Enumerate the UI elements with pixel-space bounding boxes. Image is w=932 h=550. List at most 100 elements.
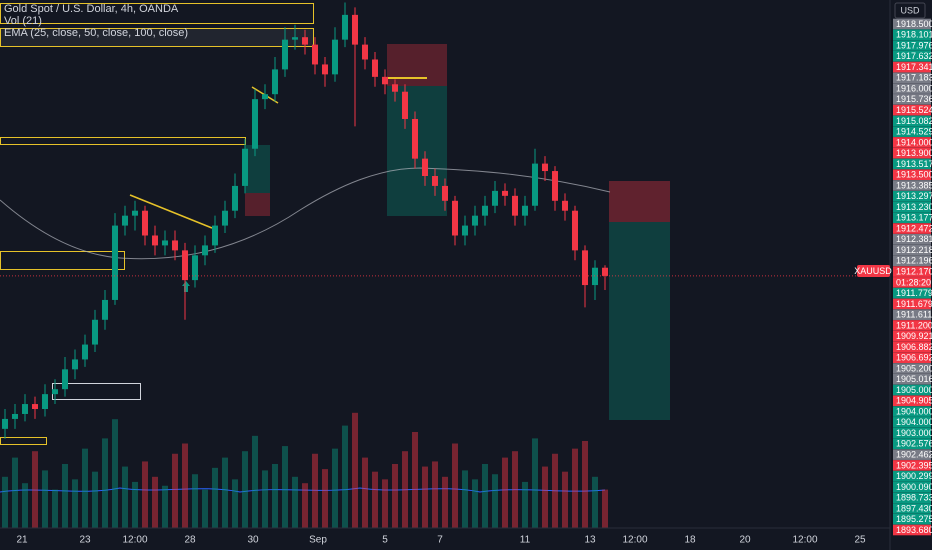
price-label: 1903.000	[896, 428, 932, 438]
price-label: 1913.385	[896, 180, 932, 190]
volume-bar	[202, 489, 208, 528]
candle-body	[102, 299, 108, 320]
volume-bar	[352, 412, 358, 528]
volume-bar	[42, 470, 48, 528]
volume-bar	[552, 453, 558, 528]
candle-body	[482, 205, 488, 216]
volume-bar	[422, 466, 428, 528]
candle-body	[492, 190, 498, 206]
volume-bar	[572, 448, 578, 528]
candle-body	[342, 14, 348, 40]
time-label: 28	[184, 535, 196, 546]
price-label: 1912.196	[896, 256, 932, 266]
price-label: 1905.016	[896, 374, 932, 384]
currency: USD	[900, 5, 920, 15]
volume-bar	[592, 476, 598, 528]
price-label-bg	[893, 72, 931, 84]
time-label: 25	[854, 535, 866, 546]
candle-body	[142, 210, 148, 236]
volume-bar	[482, 464, 488, 528]
candle-body	[72, 359, 78, 370]
volume-bar	[12, 457, 18, 528]
candle-body	[312, 44, 318, 65]
arrow-icon	[182, 281, 190, 292]
price-label: 1911.200	[896, 320, 932, 330]
volume-bar	[312, 453, 318, 528]
volume-bar	[522, 481, 528, 528]
candle-body	[42, 394, 48, 410]
price-label: 1914.529	[896, 127, 932, 137]
price-label-bg	[893, 470, 931, 482]
price-label: 1909.921	[896, 331, 932, 341]
price-label-bg	[893, 234, 931, 245]
candle-body	[112, 225, 118, 300]
candle-body	[282, 39, 288, 70]
time-label: 12:00	[792, 535, 817, 546]
candle-body	[552, 171, 558, 201]
price-label: 1904.905	[896, 396, 932, 406]
price-label-bg	[893, 18, 931, 30]
price-label-bg	[893, 169, 931, 181]
volume-bar	[512, 451, 518, 528]
price-label-bg	[893, 223, 931, 234]
candle-body	[92, 319, 98, 345]
candle-body	[452, 200, 458, 236]
price-label: 1900.090	[896, 482, 932, 492]
volume-bar	[112, 419, 118, 528]
volume-bar	[222, 457, 228, 528]
price-label-bg	[893, 363, 931, 374]
price-label-bg	[893, 417, 931, 428]
volume-bar	[82, 448, 88, 528]
price-label-bg	[893, 277, 931, 288]
zone-box	[0, 437, 47, 445]
symbol: XAUUSD	[854, 266, 892, 276]
volume-bar	[232, 479, 238, 528]
time-label: 5	[382, 535, 388, 546]
price-label-bg	[893, 373, 931, 385]
price-label-bg	[893, 201, 931, 213]
price-label-bg	[893, 158, 931, 170]
volume-bar	[182, 443, 188, 528]
price-label-bg	[893, 524, 931, 536]
volume-bar	[542, 466, 548, 528]
candle-body	[542, 163, 548, 172]
time-label: Sep	[309, 535, 327, 546]
price-label: 1911.779	[896, 288, 932, 298]
volume-bar	[342, 425, 348, 528]
volume-bar	[292, 476, 298, 528]
price-label-bg	[893, 40, 931, 51]
candle-body	[32, 404, 38, 410]
price-label: 01:28:20	[896, 277, 931, 287]
symbol-tag	[857, 265, 890, 277]
volume-bar	[302, 483, 308, 528]
time-label: 11	[520, 535, 531, 546]
volume-bar	[132, 481, 138, 528]
price-label: 1912.170	[896, 266, 932, 276]
candle-body	[172, 240, 178, 251]
volume-bar	[462, 470, 468, 528]
candle-body	[432, 176, 438, 186]
volume-bar	[332, 448, 338, 528]
candle-body	[392, 84, 398, 92]
candle-body	[422, 158, 428, 176]
currency-box[interactable]	[894, 2, 926, 19]
price-label-bg	[893, 180, 931, 191]
volume-bar	[282, 446, 288, 528]
price-label: 1914.000	[896, 137, 932, 147]
price-label-bg	[893, 320, 931, 331]
price-label-bg	[893, 449, 931, 460]
volume-bar	[362, 457, 368, 528]
volume-bar	[502, 457, 508, 528]
candle-body	[572, 210, 578, 251]
price-label-bg	[893, 341, 931, 353]
volume-bar	[192, 474, 198, 528]
price-label-bg	[893, 352, 931, 364]
volume-bar	[142, 461, 148, 528]
volume-bar	[212, 467, 218, 528]
price-label: 1904.000	[896, 406, 932, 416]
price-label-bg	[893, 115, 931, 127]
candle-body	[412, 118, 418, 159]
candle-body	[152, 235, 158, 246]
candle-body	[252, 99, 258, 149]
